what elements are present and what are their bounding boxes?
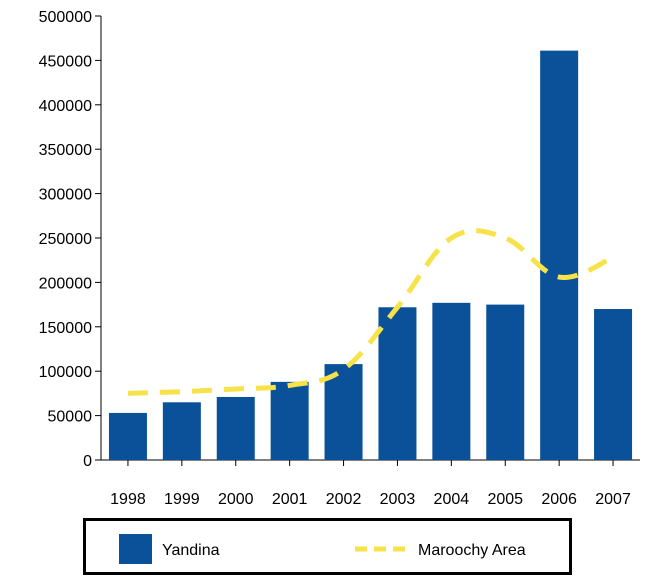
bar-series-yandina bbox=[108, 50, 633, 461]
y-tick-label: 350000 bbox=[39, 142, 92, 159]
y-tick-label: 200000 bbox=[39, 275, 92, 292]
legend: Yandina Maroochy Area bbox=[83, 518, 572, 575]
y-tick-label: 0 bbox=[83, 453, 92, 470]
x-tick-label: 1999 bbox=[164, 491, 200, 508]
line-maroochy-area bbox=[127, 228, 615, 396]
y-tick-label: 100000 bbox=[39, 364, 92, 381]
bar-2005 bbox=[486, 304, 525, 460]
x-tick-label: 2006 bbox=[541, 491, 577, 508]
bar-1998 bbox=[108, 412, 147, 460]
bar-2000 bbox=[216, 396, 255, 460]
y-tick-label: 150000 bbox=[39, 320, 92, 337]
x-tick-label: 2005 bbox=[487, 491, 523, 508]
x-tick-label: 2001 bbox=[272, 491, 308, 508]
x-tick-label: 2003 bbox=[380, 491, 416, 508]
x-axis: 1998 1999 2000 2001 2002 2003 2004 2005 2006 2007 bbox=[101, 459, 640, 508]
bar-1999 bbox=[162, 402, 201, 460]
bar-2002 bbox=[324, 364, 363, 460]
bar-2007 bbox=[594, 309, 633, 460]
y-tick-label: 250000 bbox=[39, 231, 92, 248]
bar-2006 bbox=[540, 50, 579, 461]
y-tick-label: 400000 bbox=[39, 98, 92, 115]
y-tick-label: 300000 bbox=[39, 187, 92, 204]
legend-swatch-yandina bbox=[119, 534, 152, 564]
legend-label-yandina: Yandina bbox=[162, 542, 220, 559]
legend-label-maroochy-area: Maroochy Area bbox=[418, 542, 526, 559]
bar-2004 bbox=[432, 302, 471, 460]
y-axis: 5000004500004000003500003000002500002000… bbox=[39, 9, 102, 470]
x-tick-label: 2002 bbox=[326, 491, 362, 508]
x-tick-label: 2007 bbox=[595, 491, 631, 508]
x-tick-label: 2000 bbox=[218, 491, 254, 508]
line-series-maroochy-area bbox=[127, 228, 615, 396]
y-tick-label: 500000 bbox=[39, 9, 92, 26]
x-tick-label: 1998 bbox=[110, 491, 146, 508]
y-tick-label: 50000 bbox=[48, 409, 93, 426]
legend-frame bbox=[83, 518, 572, 575]
x-tick-label: 2004 bbox=[434, 491, 470, 508]
bar-2003 bbox=[378, 307, 417, 460]
y-tick-label: 450000 bbox=[39, 53, 92, 70]
bar-2001 bbox=[270, 381, 309, 460]
